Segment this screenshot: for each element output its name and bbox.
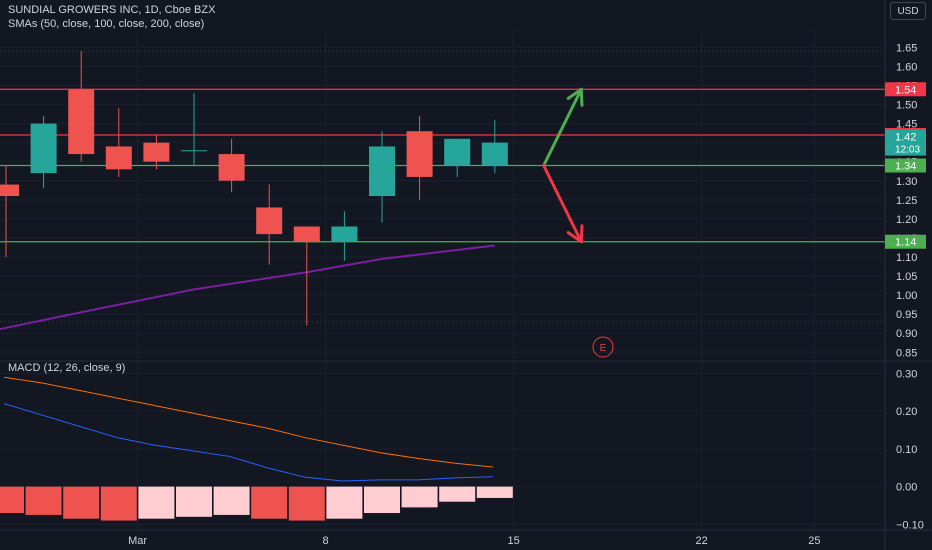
candle-body-up (444, 138, 471, 166)
candle-body-down (293, 226, 320, 242)
macd-histogram-bar (251, 486, 288, 519)
time-tick-label: 15 (507, 535, 519, 547)
arrow-head (566, 87, 584, 107)
price-tick-label: 1.20 (896, 214, 917, 226)
macd-line (3, 403, 493, 482)
arrow-shaft (542, 87, 583, 168)
macd-pane (0, 360, 932, 521)
macd-tick-label: 0.20 (896, 406, 917, 418)
price-tick-label: 1.45 (896, 119, 917, 131)
macd-histogram-bar (100, 486, 137, 521)
candle-body-up (181, 150, 207, 152)
sma-legend: SMAs (50, close, 100, close, 200, close) (8, 18, 205, 30)
sma-series (0, 244, 495, 331)
price-tick-label: 1.05 (896, 271, 917, 283)
macd-histogram-bar (288, 486, 325, 521)
earnings-event-marker[interactable]: E (592, 336, 614, 358)
price-tick-label: 0.90 (896, 328, 917, 340)
macd-histogram-bar (63, 486, 100, 519)
macd-tick-label: 0.30 (896, 368, 917, 380)
price-tick-label: 1.65 (896, 42, 917, 54)
macd-tick-label: 0.10 (896, 444, 917, 456)
candle-body-down (143, 142, 170, 162)
price-tick-label: 1.50 (896, 100, 917, 112)
macd-legend: MACD (12, 26, close, 9) (8, 362, 126, 374)
sma-line (0, 244, 495, 331)
macd-histogram-bar (176, 486, 212, 517)
arrow-head (566, 224, 584, 244)
macd-tick-label: 0.00 (896, 482, 917, 494)
macd-histogram-bar (401, 486, 438, 508)
candle-body-up (481, 142, 508, 166)
price-tick-label: 1.60 (896, 61, 917, 73)
level-price-tag (885, 158, 926, 173)
level-price-tag (885, 82, 926, 97)
price-tick-label: 1.30 (896, 176, 917, 188)
candle-body-down (0, 184, 19, 196)
price-tick-label: 1.10 (896, 252, 917, 264)
candle-body-down (105, 146, 132, 170)
macd-histogram-bar (326, 486, 363, 519)
time-tick-label: 25 (808, 535, 820, 547)
price-tick-label: 1.25 (896, 195, 917, 207)
macd-histogram-bar (213, 486, 250, 515)
price-tick-label: 0.95 (896, 309, 917, 321)
horizontal-levels[interactable] (0, 88, 885, 243)
candle-body-down (406, 131, 433, 177)
price-tick-label: 0.85 (896, 347, 917, 359)
projection-arrows[interactable] (542, 87, 584, 244)
last-price-label: 1.42 (895, 132, 916, 144)
macd-tick-label: −0.10 (896, 519, 924, 531)
time-tick-label: 8 (323, 535, 329, 547)
time-tick-label: 22 (695, 535, 707, 547)
candle-body-up (331, 226, 358, 242)
candle-body-down (256, 207, 283, 235)
price-tick-label: 1.00 (896, 290, 917, 302)
event-marker-label: E (600, 343, 607, 354)
level-price-tag (885, 234, 926, 249)
candle-body-up (369, 146, 395, 196)
macd-histogram-bar (364, 486, 400, 514)
event-marker-circle (592, 336, 614, 358)
level-price-label: 1.54 (895, 84, 916, 96)
level-price-label: 1.34 (895, 161, 916, 173)
last-price-tag (885, 129, 926, 156)
time-tick-label: Mar (128, 535, 147, 547)
candle-body-up (30, 123, 57, 174)
symbol-title: SUNDIAL GROWERS INC, 1D, Cboe BZX (8, 4, 216, 16)
signal-line (3, 376, 493, 468)
macd-histogram-bar (25, 486, 62, 515)
level-price-label: 1.14 (895, 237, 916, 249)
bar-countdown-label: 12:03 (895, 145, 920, 156)
macd-histogram-bar (476, 486, 513, 498)
macd-histogram-bar (0, 486, 24, 514)
macd-histogram-bar (138, 486, 175, 519)
candle-body-down (218, 154, 245, 181)
candlestick-series (0, 51, 508, 326)
arrow-shaft (542, 164, 583, 244)
currency-button[interactable]: USD (890, 2, 926, 20)
candle-body-down (68, 89, 95, 155)
macd-histogram-bar (439, 486, 476, 502)
